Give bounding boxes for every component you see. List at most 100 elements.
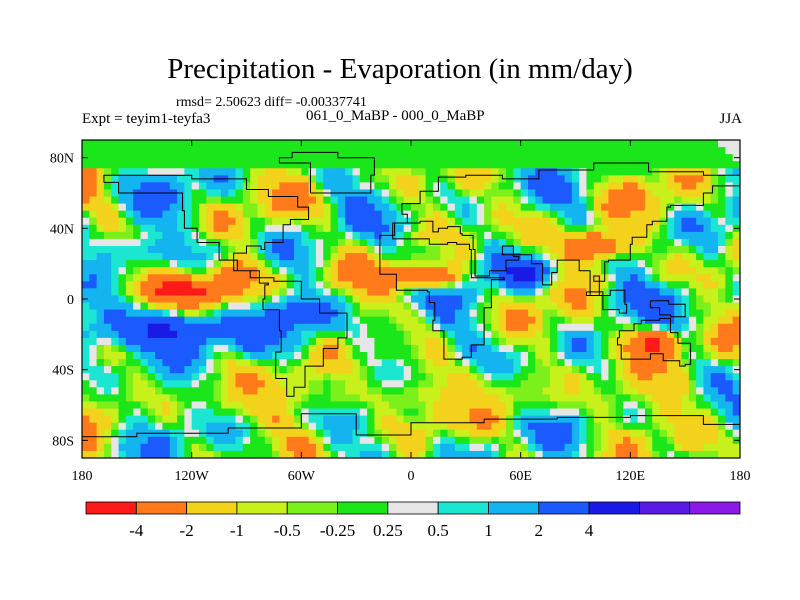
field-cell [279,422,288,431]
field-cell [272,415,280,424]
field-cell [520,260,529,268]
field-cell [125,295,134,304]
field-cell [359,288,368,297]
field-cell [89,189,98,198]
field-cell [147,366,156,374]
field-cell [220,189,229,198]
field-cell [257,394,266,403]
field-cell [520,302,529,311]
field-cell [118,344,127,353]
field-cell [674,161,683,169]
field-cell [118,422,127,431]
field-cell [703,443,712,452]
field-cell [184,302,193,311]
field-cell [440,450,449,458]
field-cell [666,154,675,162]
field-cell [681,337,690,346]
field-cell [367,436,376,445]
field-cell [286,246,295,254]
field-cell [169,394,178,403]
field-cell [140,450,149,458]
field-cell [542,422,551,431]
field-cell [666,224,675,233]
field-cell [498,401,507,410]
field-cell [381,140,390,148]
field-cell [571,352,580,360]
field-cell [432,295,441,304]
field-cell [652,352,661,360]
field-cell [652,436,661,445]
field-cell [637,429,646,438]
field-cell [345,359,354,367]
field-cell [688,238,697,247]
field-cell [96,295,105,304]
field-cell [666,196,675,205]
field-cell [220,196,229,205]
field-cell [454,154,463,162]
field-cell [381,309,390,318]
field-cell [447,253,456,261]
field-cell [564,373,573,381]
field-cell [469,147,478,155]
field-cell [257,281,266,289]
field-cell [381,203,390,212]
field-cell [476,140,485,148]
field-cell [579,352,588,360]
field-cell [520,316,529,325]
field-cell [125,323,134,332]
field-cell [659,274,668,282]
field-cell [710,147,719,155]
field-cell [703,281,712,289]
field-cell [454,224,463,233]
field-cell [220,295,229,304]
field-cell [228,443,237,452]
field-cell [652,309,661,318]
field-cell [345,380,354,388]
field-cell [637,366,646,374]
field-cell [147,168,156,176]
field-cell [476,210,485,219]
field-cell [140,238,149,247]
field-cell [557,274,566,282]
field-cell [440,231,449,240]
field-cell [82,253,90,261]
field-cell [615,140,624,148]
field-cell [323,359,332,367]
field-cell [330,288,339,297]
field-cell [235,295,244,304]
field-cell [425,344,434,353]
field-cell [411,260,419,268]
field-cell [111,175,120,183]
field-cell [593,309,602,318]
field-cell [103,415,112,424]
field-cell [535,189,544,198]
field-cell [242,337,251,346]
field-cell [367,422,376,431]
field-cell [440,387,449,395]
field-cell [294,253,302,261]
field-cell [264,168,273,176]
field-cell [111,359,120,367]
field-cell [527,387,536,395]
field-cell [527,450,536,458]
field-cell [301,168,310,176]
field-cell [301,415,310,424]
field-cell [82,359,90,367]
field-cell [498,302,507,311]
field-cell [549,161,558,169]
field-cell [418,302,427,311]
field-cell [586,231,595,240]
field-cell [403,182,412,191]
field-cell [542,182,551,191]
field-cell [147,140,156,148]
field-cell [82,147,90,155]
field-cell [133,175,142,183]
field-cell [228,182,237,191]
field-cell [389,182,397,191]
field-cell [111,352,120,360]
field-cell [294,415,302,424]
field-cell [615,359,624,367]
field-cell [396,352,405,360]
field-cell [374,352,383,360]
field-cell [345,196,354,205]
